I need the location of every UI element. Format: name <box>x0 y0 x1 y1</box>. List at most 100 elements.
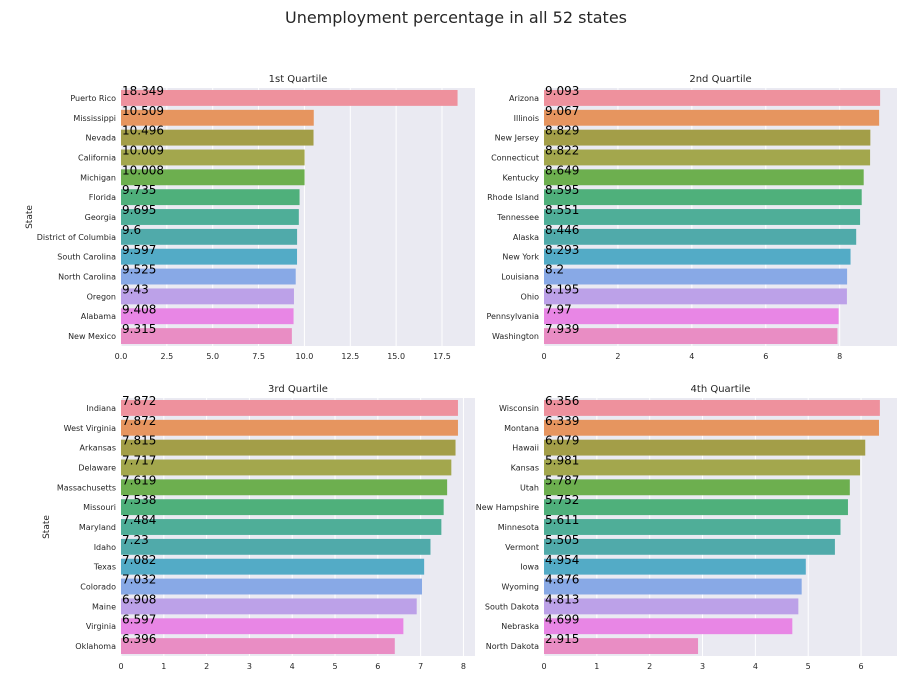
y-tick-label: Idaho <box>94 543 116 552</box>
y-tick-label: California <box>78 153 116 162</box>
data-label: 2.915 <box>545 632 579 646</box>
bar <box>544 248 851 265</box>
data-label: 9.067 <box>545 104 579 118</box>
chart-panel-1: 0.0 2.5 5.0 7.5 10.0 12.5 15.0 17.5 Puerto Rico 1… <box>25 74 475 361</box>
x-tick-label: 10.0 <box>296 352 314 361</box>
y-tick-label: Maryland <box>79 523 116 532</box>
data-label: 7.619 <box>122 473 156 487</box>
y-tick-label: New Hampshire <box>476 503 539 512</box>
data-label: 6.597 <box>122 612 156 626</box>
bar <box>121 499 444 516</box>
bar <box>544 558 806 575</box>
y-tick-label: Virginia <box>86 622 116 631</box>
data-label: 5.752 <box>545 493 579 507</box>
bar <box>121 399 458 416</box>
bar <box>121 268 296 285</box>
data-label: 8.829 <box>545 124 579 138</box>
y-tick-label: Ohio <box>521 292 540 301</box>
data-label: 7.717 <box>122 454 156 468</box>
x-tick-label: 4 <box>753 662 758 671</box>
data-label: 9.525 <box>122 263 156 277</box>
y-tick-label: Massachusetts <box>57 483 116 492</box>
y-tick-label: Tennessee <box>496 213 539 222</box>
data-label: 6.079 <box>545 434 579 448</box>
data-label: 7.872 <box>122 394 156 408</box>
y-tick-label: Missouri <box>83 503 116 512</box>
bar <box>544 399 880 416</box>
bar <box>121 328 292 345</box>
data-label: 7.484 <box>122 513 156 527</box>
data-label: 18.349 <box>122 84 164 98</box>
data-label: 8.595 <box>545 183 579 197</box>
data-label: 7.815 <box>122 434 156 448</box>
bar <box>121 519 442 535</box>
y-tick-label: Connecticut <box>491 153 539 162</box>
chart-panel-2: 0 2 4 6 8 Arizona 9.093 Illinois 9.067 New Jersey… <box>486 74 897 361</box>
y-tick-label: Washington <box>492 332 539 341</box>
data-label: 7.032 <box>122 573 156 587</box>
data-label: 10.009 <box>122 144 164 158</box>
data-label: 8.551 <box>545 203 579 217</box>
y-tick-label: West Virginia <box>64 424 116 433</box>
data-label: 4.876 <box>545 573 579 587</box>
data-label: 9.6 <box>122 223 141 237</box>
x-tick-label: 4 <box>290 662 295 671</box>
y-tick-label: Texas <box>93 563 116 572</box>
x-tick-label: 2.5 <box>160 352 173 361</box>
bar <box>121 189 300 206</box>
y-tick-label: Louisiana <box>501 273 539 282</box>
bar <box>544 638 699 655</box>
x-tick-label: 5 <box>332 662 337 671</box>
x-tick-label: 6 <box>859 662 864 671</box>
x-tick-label: 2 <box>647 662 652 671</box>
data-label: 7.23 <box>122 533 149 547</box>
data-label: 7.97 <box>545 302 572 316</box>
data-label: 6.908 <box>122 592 156 606</box>
x-tick-label: 15.0 <box>387 352 405 361</box>
y-tick-label: New York <box>502 253 539 262</box>
y-tick-label: District of Columbia <box>37 233 116 242</box>
y-tick-label: Alaska <box>513 233 539 242</box>
bar <box>121 618 404 635</box>
figure-title: Unemployment percentage in all 52 states <box>284 8 627 27</box>
x-tick-label: 7 <box>418 662 423 671</box>
x-tick-label: 2 <box>204 662 209 671</box>
bar <box>544 268 848 285</box>
y-tick-label: Arizona <box>509 94 539 103</box>
data-label: 8.822 <box>545 144 579 158</box>
bar <box>121 578 423 595</box>
bar <box>544 169 864 186</box>
data-label: 9.43 <box>122 282 149 296</box>
data-label: 7.538 <box>122 493 156 507</box>
bar <box>544 209 861 225</box>
bar <box>544 308 839 325</box>
bar <box>121 89 458 106</box>
y-tick-label: Mississippi <box>73 114 116 123</box>
y-tick-label: Michigan <box>80 173 116 182</box>
bar <box>544 189 862 206</box>
bar <box>544 149 871 166</box>
bar <box>544 439 866 456</box>
bar <box>544 109 880 126</box>
data-label: 5.611 <box>545 513 579 527</box>
y-tick-label: Puerto Rico <box>70 94 116 103</box>
x-tick-label: 5 <box>806 662 811 671</box>
panel-title: 4th Quartile <box>691 384 751 395</box>
bar <box>121 209 299 225</box>
data-label: 8.195 <box>545 282 579 296</box>
bar <box>121 538 431 555</box>
y-tick-label: South Carolina <box>57 253 116 262</box>
bar <box>544 459 861 476</box>
data-label: 7.872 <box>122 414 156 428</box>
y-tick-label: Oregon <box>87 292 116 301</box>
x-tick-label: 7.5 <box>252 352 265 361</box>
bar <box>121 638 395 655</box>
y-axis-label: State <box>42 515 52 539</box>
x-tick-label: 8 <box>461 662 466 671</box>
data-label: 10.509 <box>122 104 164 118</box>
y-tick-label: North Carolina <box>58 273 116 282</box>
bar <box>544 228 857 245</box>
y-tick-label: Oklahoma <box>75 642 116 651</box>
x-tick-label: 3 <box>700 662 705 671</box>
